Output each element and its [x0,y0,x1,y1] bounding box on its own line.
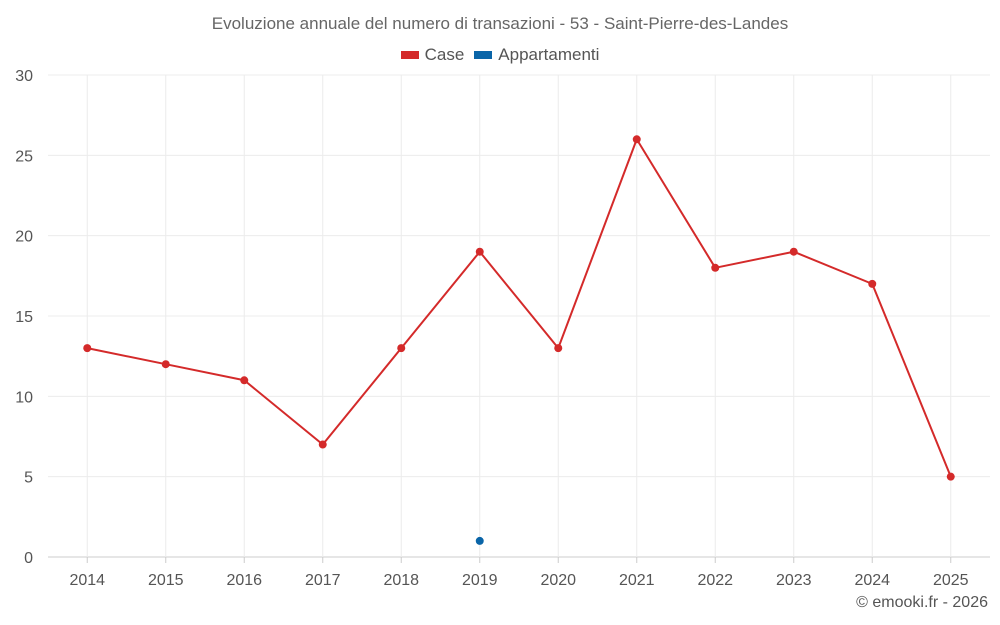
data-point-case-2018 [397,344,406,353]
legend-item-appartamenti[interactable]: Appartamenti [474,45,599,65]
data-point-case-2021 [632,135,641,144]
x-tick-label: 2025 [933,572,969,589]
data-point-case-2015 [161,360,170,369]
x-tick-label: 2014 [69,572,105,589]
legend-label-appartamenti: Appartamenti [498,45,600,64]
legend-swatch-case [400,51,419,59]
y-tick-label: 30 [15,68,33,85]
x-tick-label: 2023 [776,572,812,589]
x-tick-label: 2022 [697,572,733,589]
data-point-appartamenti-2019 [475,536,484,545]
data-point-case-2025 [946,472,955,481]
y-tick-label: 20 [15,229,33,246]
data-point-case-2019 [475,247,484,256]
y-tick-label: 0 [24,550,33,567]
y-tick-label: 25 [15,148,33,165]
x-tick-label: 2018 [383,572,419,589]
x-tick-label: 2017 [305,572,341,589]
x-tick-label: 2015 [148,572,184,589]
data-point-case-2017 [318,440,327,449]
series-line-case [87,138,952,478]
data-point-case-2024 [868,279,877,288]
data-point-case-2020 [554,344,563,353]
x-tick-label: 2016 [226,572,262,589]
chart-title: Evoluzione annuale del numero di transaz… [211,14,789,33]
x-tick-label: 2019 [462,572,498,589]
x-tick-label: 2021 [619,572,655,589]
y-tick-label: 10 [15,389,33,406]
x-tick-label: 2024 [854,572,890,589]
legend-label-case: Case [424,45,465,64]
legend-swatch-appartamenti [474,51,493,59]
data-point-case-2022 [711,263,720,272]
legend-item-case[interactable]: Case [400,45,465,65]
y-tick-label: 5 [24,470,33,487]
data-point-case-2023 [789,247,798,256]
data-point-case-2014 [83,344,92,353]
y-tick-label: 15 [15,309,33,326]
x-tick-label: 2020 [540,572,576,589]
credit-text: © emooki.fr - 2026 [856,594,988,611]
data-point-case-2016 [240,376,249,385]
chart-legend: Case Appartamenti [0,45,1000,65]
